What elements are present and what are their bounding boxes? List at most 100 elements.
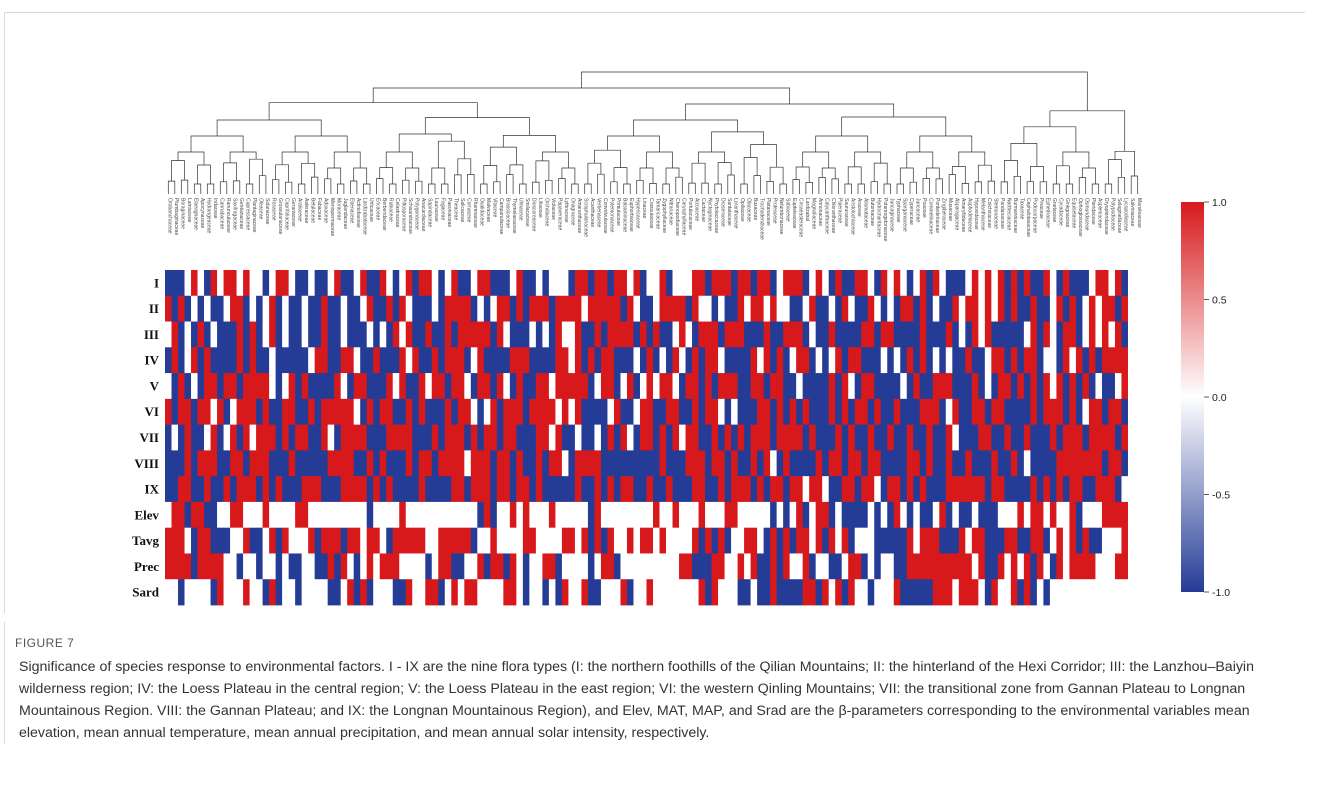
heatmap-cell (639, 270, 647, 297)
heatmap-cell (626, 270, 634, 297)
heatmap-cell (230, 321, 237, 348)
heatmap-cell (984, 579, 992, 606)
heatmap-cell (1095, 295, 1103, 322)
heatmap-cell (594, 579, 602, 606)
heatmap-cell (646, 527, 654, 554)
heatmap-cell (308, 321, 316, 348)
heatmap-cell (997, 553, 1005, 580)
heatmap-cell (705, 527, 712, 554)
family-label: Adoxaceae (322, 198, 328, 223)
figure-caption: Significance of species response to envi… (19, 659, 1254, 741)
heatmap-cell (308, 579, 316, 606)
heatmap-cell (230, 424, 237, 451)
heatmap-cell (672, 347, 680, 374)
heatmap-cell (386, 398, 394, 426)
heatmap-cell (633, 579, 641, 606)
heatmap-cell (184, 270, 192, 297)
heatmap-cell (1010, 424, 1018, 451)
heatmap-cell (613, 270, 621, 297)
family-label: Rosaceae (270, 198, 276, 221)
heatmap-cell (275, 295, 283, 322)
heatmap-cell (1127, 527, 1135, 554)
heatmap-cell (613, 295, 621, 322)
heatmap-cell (659, 321, 667, 348)
heatmap-cell (1088, 270, 1096, 297)
heatmap-cell (269, 527, 277, 554)
dendrogram-branch (597, 173, 605, 194)
heatmap-cell (828, 501, 836, 529)
heatmap-cell (366, 450, 374, 477)
dendrogram-branch (272, 179, 280, 194)
heatmap-cell (399, 321, 407, 348)
heatmap-cell (1062, 476, 1070, 503)
heatmap-cell (217, 398, 224, 426)
heatmap-cell (217, 476, 224, 503)
heatmap-cell (1017, 321, 1025, 348)
colorbar-tick-label: -1.0 (1212, 587, 1230, 599)
heatmap-cell (874, 347, 882, 374)
heatmap-cell (711, 553, 719, 580)
heatmap-cell (191, 579, 198, 606)
heatmap-cell (1082, 553, 1090, 580)
heatmap-cell (295, 295, 303, 322)
heatmap-cell (191, 450, 198, 477)
heatmap-cell (308, 295, 316, 322)
heatmap-cell (321, 424, 329, 451)
heatmap-figure: Orobanchaceae Plumbaginaceae Boraginaceae L… (132, 71, 1230, 606)
heatmap-cell (399, 476, 407, 503)
heatmap-cell (848, 295, 856, 322)
heatmap-cell (288, 321, 296, 348)
heatmap-cell (347, 553, 355, 580)
heatmap-cell (191, 347, 198, 374)
heatmap-cell (438, 321, 446, 348)
heatmap-cell (1043, 450, 1051, 477)
dendrogram-branch (925, 167, 940, 179)
heatmap-cell (262, 527, 270, 554)
dendrogram (167, 71, 1139, 194)
heatmap-cell (900, 398, 908, 426)
heatmap-cell (802, 270, 810, 297)
heatmap-cell (236, 424, 244, 451)
heatmap-cell (555, 579, 563, 606)
heatmap-cell (731, 527, 738, 554)
heatmap-cell (555, 501, 563, 529)
heatmap-cell (204, 347, 211, 374)
dendrogram-branch (337, 183, 345, 194)
family-label: Ginkgoaceae (1064, 198, 1070, 228)
heatmap-cell (301, 270, 309, 297)
dendrogram-branch (1039, 181, 1048, 194)
heatmap-cell (438, 553, 446, 580)
heatmap-cell (744, 527, 751, 554)
heatmap-cell (659, 527, 667, 554)
heatmap-cell (776, 295, 784, 322)
heatmap-cell (405, 424, 413, 451)
heatmap-cell (991, 347, 999, 374)
family-label: Tamaricaceae (654, 198, 660, 229)
heatmap-cell (1114, 579, 1122, 606)
heatmap-cell (373, 398, 381, 426)
heatmap-cell (737, 321, 745, 348)
dendrogram-branch (1026, 181, 1034, 194)
heatmap-cell (711, 424, 719, 451)
family-label: Musaceae (947, 198, 953, 221)
heatmap-cell (1121, 270, 1129, 297)
family-label: Betulaceae (309, 198, 315, 223)
family-label: Malvaceae (485, 198, 491, 222)
heatmap-cell (692, 398, 699, 426)
heatmap-cell (776, 373, 784, 400)
heatmap-cell (750, 424, 758, 451)
heatmap-cell (724, 347, 732, 374)
heatmap-cell (620, 373, 628, 400)
heatmap-cell (854, 579, 862, 606)
heatmap-cell (626, 398, 634, 426)
family-label: Annonaceae (817, 198, 823, 226)
heatmap-cell (522, 476, 530, 503)
heatmap-cell (848, 450, 856, 477)
heatmap-cell (509, 398, 517, 426)
heatmap-cell (295, 476, 303, 503)
heatmap-cell (1049, 501, 1057, 529)
heatmap-cell (1036, 501, 1044, 529)
heatmap-cell (191, 527, 198, 554)
heatmap-cell (236, 295, 244, 322)
heatmap-cell (939, 579, 947, 606)
